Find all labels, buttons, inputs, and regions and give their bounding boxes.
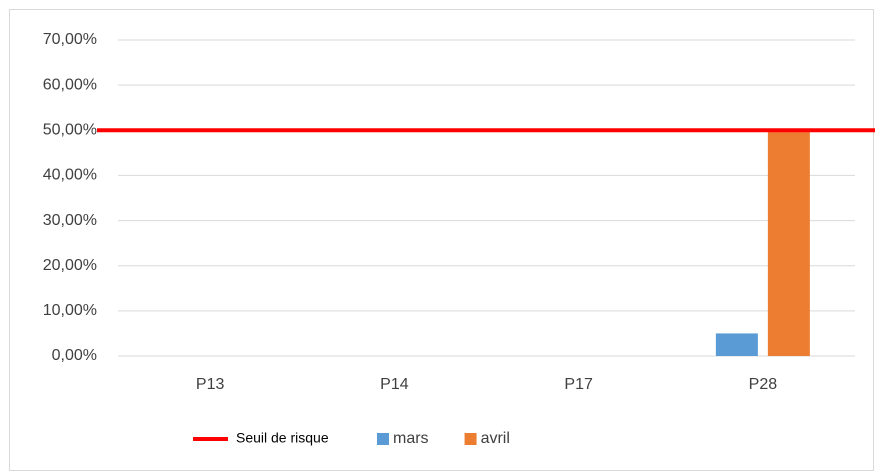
chart-border [9, 9, 874, 471]
y-tick-label: 50,00% [43, 122, 97, 139]
bar [715, 333, 758, 356]
legend-label: avril [481, 430, 510, 447]
y-tick-label: 10,00% [43, 302, 97, 319]
legend-swatch [464, 433, 477, 445]
y-tick-label: 40,00% [43, 167, 97, 184]
x-tick-label: P13 [196, 376, 225, 393]
x-tick-label: P14 [380, 376, 409, 393]
y-tick-label: 20,00% [43, 257, 97, 274]
y-tick-label: 30,00% [43, 212, 97, 229]
bar [767, 130, 810, 356]
legend-label: mars [393, 430, 429, 447]
y-tick-label: 70,00% [43, 31, 97, 48]
legend-label: Seuil de risque [236, 430, 329, 446]
y-tick-label: 60,00% [43, 76, 97, 93]
x-tick-label: P28 [749, 376, 778, 393]
y-tick-label: 0,00% [52, 347, 97, 364]
legend-swatch [377, 433, 389, 445]
x-tick-label: P17 [564, 376, 593, 393]
